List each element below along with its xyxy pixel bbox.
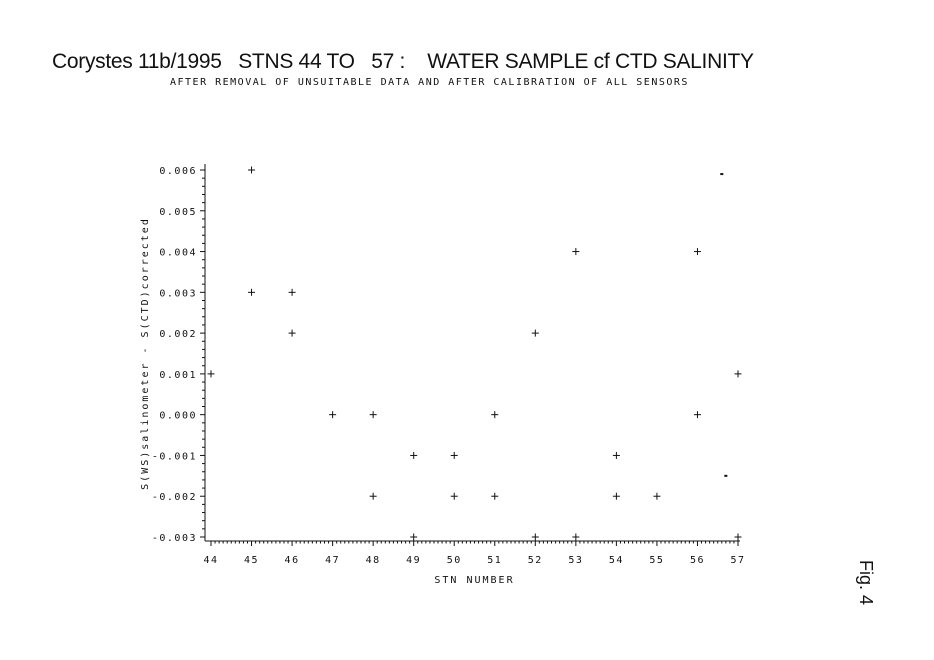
y-tick-label: 0.003 — [159, 288, 197, 299]
x-tick-label: 54 — [609, 555, 624, 566]
chart-ticks: -0.003 -0.002 -0.001 0.000 0.001 0.002 0.003 0.… — [152, 166, 745, 566]
data-point — [248, 166, 256, 174]
y-tick-label: -0.001 — [152, 451, 197, 462]
chart-axes — [204, 164, 740, 542]
data-point — [450, 492, 458, 500]
dash-mark — [724, 474, 728, 477]
data-point — [572, 533, 580, 541]
y-tick-label: 0.004 — [159, 248, 197, 259]
chart-points — [207, 166, 742, 541]
data-point — [693, 248, 701, 256]
page-subtitle: AFTER REMOVAL OF UNSUITABLE DATA AND AFT… — [170, 77, 689, 88]
data-point — [491, 411, 499, 419]
x-tick-label: 56 — [690, 555, 705, 566]
page-title: Corystes 11b/1995 STNS 44 TO 57 : WATER … — [52, 50, 754, 73]
x-tick-label: 46 — [285, 555, 300, 566]
x-tick-label: 48 — [366, 555, 381, 566]
x-tick-label: 47 — [325, 555, 340, 566]
data-point — [734, 533, 742, 541]
data-point — [693, 411, 701, 419]
data-point — [491, 492, 499, 500]
y-tick-label: 0.001 — [159, 370, 197, 381]
data-point — [248, 288, 256, 296]
data-point — [450, 451, 458, 459]
data-point — [653, 492, 661, 500]
data-point — [531, 533, 539, 541]
data-point — [288, 329, 296, 337]
x-tick-label: 49 — [406, 555, 421, 566]
data-point — [329, 411, 337, 419]
data-point — [612, 451, 620, 459]
x-tick-label: 44 — [203, 555, 218, 566]
y-tick-label: 0.002 — [159, 329, 197, 340]
x-tick-label: 45 — [244, 555, 259, 566]
y-tick-label: -0.002 — [152, 492, 197, 503]
x-tick-label: 55 — [649, 555, 664, 566]
y-axis-label: S(WS)salinometer - S(CTD)corrected — [140, 217, 151, 490]
data-point — [369, 411, 377, 419]
dash-mark — [720, 173, 724, 176]
data-point — [410, 533, 418, 541]
data-point — [288, 288, 296, 296]
x-tick-label: 51 — [487, 555, 502, 566]
y-tick-label: 0.000 — [159, 411, 197, 422]
y-tick-label: 0.005 — [159, 207, 197, 218]
data-point — [734, 370, 742, 378]
data-point — [369, 492, 377, 500]
data-point — [207, 370, 215, 378]
x-axis-label: STN NUMBER — [434, 575, 514, 586]
data-point — [410, 451, 418, 459]
y-tick-label: 0.006 — [159, 166, 197, 177]
data-point — [612, 492, 620, 500]
y-tick-label: -0.003 — [152, 533, 197, 544]
data-point — [572, 248, 580, 256]
x-tick-label: 57 — [730, 555, 745, 566]
x-tick-label: 53 — [568, 555, 583, 566]
x-tick-label: 52 — [528, 555, 543, 566]
data-point — [531, 329, 539, 337]
x-tick-label: 50 — [447, 555, 462, 566]
